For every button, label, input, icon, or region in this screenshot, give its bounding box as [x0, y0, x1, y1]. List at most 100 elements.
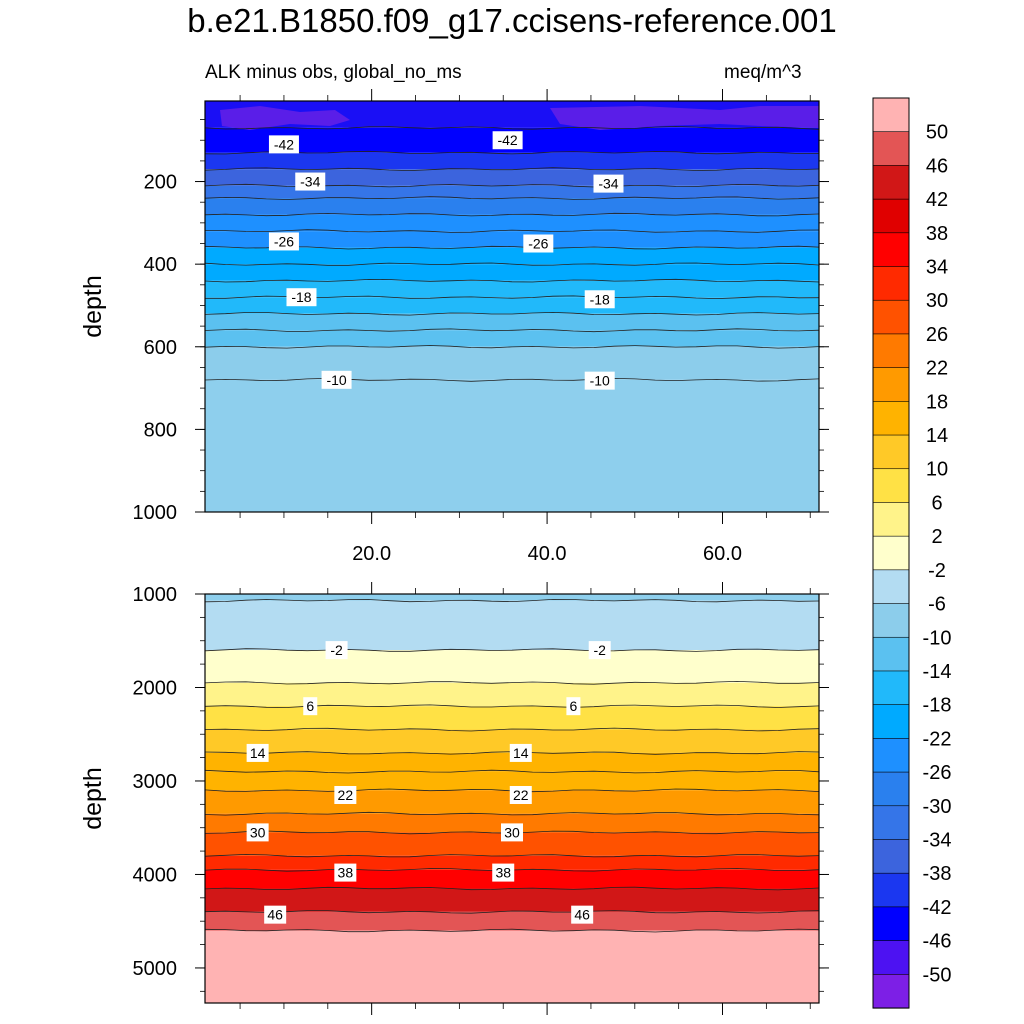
colorbar-swatch [872, 636, 910, 672]
contour-label-box [584, 290, 615, 309]
colorbar-swatch [872, 131, 910, 167]
contour-line [204, 928, 820, 933]
plot-frame [204, 100, 820, 513]
band--22 [205, 264, 819, 281]
band--18 [205, 280, 819, 298]
contour-label: -26 [274, 233, 294, 249]
band--6 [205, 379, 819, 512]
colorbar: 50 46 42 38 34 30 26 22 18 14 10 6 2 -2 -6 -10 -14 -18 -22… [872, 97, 952, 1009]
contour-line [204, 598, 820, 603]
colorbar-swatch [872, 805, 910, 841]
contour-line [204, 648, 820, 652]
colorbar-swatch [872, 973, 910, 1009]
colorbar-swatch [872, 434, 910, 470]
contour-label: -2 [330, 642, 343, 658]
contour-label: -42 [497, 132, 517, 148]
y-tick-label: 1000 [133, 502, 178, 524]
contour-label-box [509, 785, 532, 804]
contour-label-box [268, 135, 299, 154]
band-46 [205, 911, 819, 931]
contour-label-box [571, 905, 594, 924]
colorbar-label: 42 [926, 189, 948, 211]
contour-label: 38 [338, 865, 354, 881]
colorbar-label: 18 [926, 391, 948, 413]
band-6 [205, 682, 819, 707]
surface-patch [220, 106, 350, 130]
colorbar-label: -14 [923, 661, 952, 683]
band-26 [205, 813, 819, 833]
contour-line [204, 212, 820, 217]
contour-label-box [501, 823, 523, 842]
contour-label-box [334, 785, 357, 804]
band--26 [205, 214, 819, 232]
contour-label: 6 [570, 698, 578, 714]
contour-label-box [246, 823, 269, 842]
contour-line [204, 853, 820, 858]
units-label: meq/m^3 [724, 62, 802, 83]
band--42 [205, 152, 819, 170]
band--30 [205, 198, 819, 215]
colorbar-swatch [872, 198, 910, 234]
contour-label-box [286, 288, 317, 307]
contour-label: -26 [528, 236, 548, 252]
contour-label: -18 [291, 289, 311, 305]
contour-line [204, 262, 820, 266]
colorbar-swatch [872, 704, 910, 739]
colorbar-swatch [872, 738, 910, 773]
band-2 [205, 650, 819, 683]
colorbar-label: 34 [926, 257, 948, 279]
y-tick-label: 3000 [133, 771, 178, 793]
contour-line [204, 345, 820, 349]
contour-label-box [264, 905, 287, 924]
contour-label: -34 [598, 176, 618, 192]
contour-label-box [593, 174, 624, 193]
band-30 [205, 832, 819, 856]
contour-label: 38 [495, 865, 511, 881]
colorbar-label: -42 [923, 897, 952, 919]
contour-label: 14 [250, 745, 266, 761]
contour-label-box [492, 131, 523, 150]
y-axis-title: depth [79, 767, 107, 830]
colorbar-label: -2 [928, 560, 946, 582]
colorbar-frame [872, 97, 910, 1009]
contour-label: -10 [590, 373, 610, 389]
contour-label-box [492, 863, 515, 882]
y-tick-label: 1000 [133, 584, 178, 606]
contour-line [204, 886, 820, 891]
contour-label-box [268, 232, 299, 251]
contour-label-box [295, 172, 326, 191]
colorbar-swatch [872, 367, 910, 402]
contour-line [204, 910, 820, 914]
colorbar-label: 10 [926, 459, 948, 481]
contour-label-box [325, 641, 348, 660]
colorbar-label: -26 [923, 762, 952, 784]
colorbar-label: -38 [923, 863, 952, 885]
band--10 [205, 346, 819, 380]
plot-frame [204, 593, 820, 1004]
band-18 [205, 771, 819, 791]
colorbar-swatch [872, 299, 910, 335]
variable-label: ALK minus obs, global_no_ms [205, 62, 462, 83]
contour-label-box [303, 697, 318, 716]
y-tick-label: 2000 [133, 677, 178, 699]
colorbar-label: -10 [923, 627, 952, 649]
colorbar-label: -50 [923, 964, 952, 986]
contour-label: -10 [326, 372, 346, 388]
colorbar-swatch [872, 232, 910, 268]
contour-line [204, 328, 820, 333]
contour-line [204, 311, 820, 316]
colorbar-label: 46 [926, 155, 948, 177]
colorbar-label: -6 [928, 594, 946, 616]
contour-line [204, 727, 820, 732]
band-14 [205, 729, 819, 753]
colorbar-label: 38 [926, 223, 948, 245]
contour-line [204, 278, 820, 283]
contour-label: 22 [338, 787, 354, 803]
contour-label: -42 [274, 136, 294, 152]
band--34 [205, 185, 819, 199]
x-tick-label: 20.0 [352, 543, 391, 565]
y-axis-title: depth [79, 275, 107, 338]
colorbar-label: 30 [926, 290, 948, 312]
band-34 [205, 855, 819, 870]
